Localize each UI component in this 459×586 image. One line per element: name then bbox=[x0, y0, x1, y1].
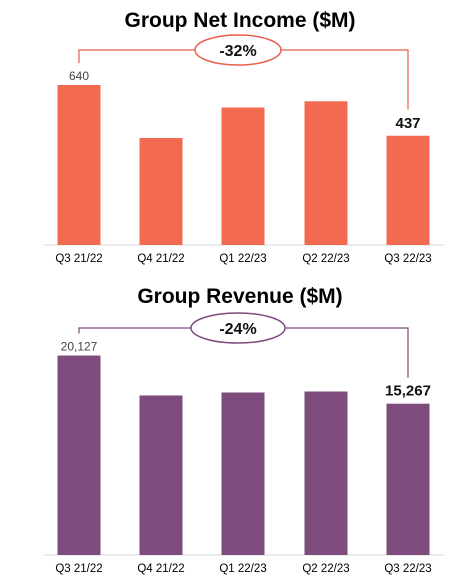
x-tick-labels: Q3 21/22 Q4 21/22 Q1 22/23 Q2 22/23 Q3 22/23 bbox=[55, 563, 431, 575]
data-label: 20,127 bbox=[61, 340, 98, 354]
bar-q4-21-22 bbox=[139, 395, 183, 555]
x-tick-label: Q4 21/22 bbox=[137, 253, 184, 265]
data-label: 437 bbox=[395, 115, 420, 132]
bar-q3-22-23 bbox=[386, 135, 430, 245]
bar-q2-22-23 bbox=[304, 101, 348, 245]
bar-q3-21-22 bbox=[57, 85, 101, 245]
bar-q3-22-23 bbox=[386, 403, 430, 555]
bars-group bbox=[57, 85, 430, 245]
revenue-chart: Group Revenue ($M) Q3 21/22 Q4 21/22 Q1 22… bbox=[44, 285, 444, 575]
x-tick-label: Q2 22/23 bbox=[302, 253, 349, 265]
x-tick-label: Q2 22/23 bbox=[302, 563, 349, 575]
net-income-chart: Group Net Income ($M) Q3 21/22 Q4 21/22 Q1… bbox=[44, 9, 444, 265]
x-tick-label: Q4 21/22 bbox=[137, 563, 184, 575]
change-badge-label: -32% bbox=[219, 43, 256, 60]
chart-title: Group Net Income ($M) bbox=[124, 9, 355, 32]
bar-q1-22-23 bbox=[221, 107, 265, 245]
x-tick-label: Q3 22/23 bbox=[384, 563, 431, 575]
x-tick-label: Q1 22/23 bbox=[219, 253, 266, 265]
x-tick-labels: Q3 21/22 Q4 21/22 Q1 22/23 Q2 22/23 Q3 22/23 bbox=[55, 253, 431, 265]
bar-q1-22-23 bbox=[221, 392, 265, 555]
change-badge bbox=[190, 312, 286, 344]
data-label: 15,267 bbox=[385, 383, 431, 400]
x-tick-label: Q3 21/22 bbox=[55, 253, 102, 265]
data-label: 640 bbox=[69, 69, 89, 83]
x-tick-label: Q3 21/22 bbox=[55, 563, 102, 575]
bar-q2-22-23 bbox=[304, 391, 348, 555]
data-labels: 640 437 bbox=[69, 69, 421, 132]
x-tick-label: Q3 22/23 bbox=[384, 253, 431, 265]
chart-title: Group Revenue ($M) bbox=[137, 285, 342, 308]
x-tick-label: Q1 22/23 bbox=[219, 563, 266, 575]
data-labels: 20,127 15,267 bbox=[61, 340, 431, 400]
change-badge-label: -24% bbox=[219, 321, 256, 338]
change-badge bbox=[194, 34, 282, 66]
bar-q3-21-22 bbox=[57, 355, 101, 555]
bars-group bbox=[57, 355, 430, 555]
bar-q4-21-22 bbox=[139, 138, 183, 245]
